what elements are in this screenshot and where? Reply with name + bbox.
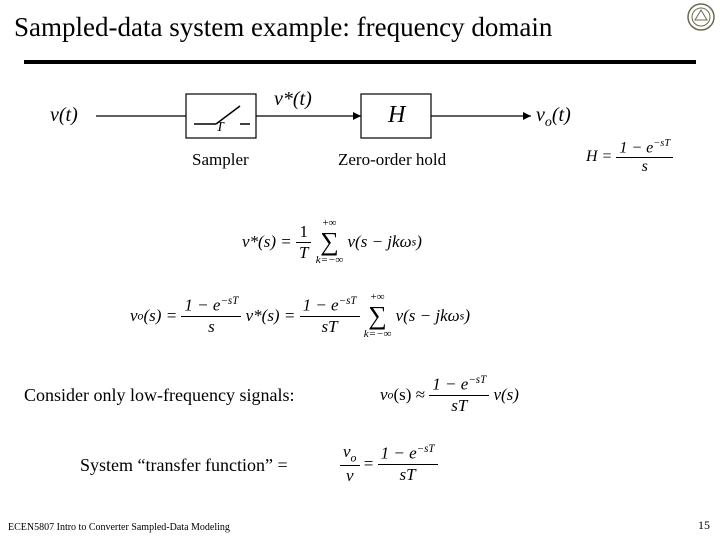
eq-tf-num-sup: −sT [417,443,435,455]
zoh-caption: Zero-order hold [338,150,446,170]
sum-icon: +∞ ∑ k=−∞ [364,292,392,340]
h-num-sup: −sT [653,138,670,149]
eq-vstar-num: 1 [296,222,311,242]
eq-lf-num: 1 − e [432,375,468,394]
eq-lf-frac: 1 − e−sT sT [429,374,489,416]
title-rule [24,60,696,64]
eq-vo-body-tail: ) [464,306,470,325]
eq-tf-rfrac: 1 − e−sT sT [378,443,438,485]
eq-vo-lhs-v: v [130,306,138,325]
eq-tf-lfden: v [340,465,360,486]
slide-title: Sampled-data system example: frequency d… [14,12,552,43]
eq-vstar-body: v(s − jkω [348,232,412,251]
eq-vstar-frac: 1 T [296,222,311,263]
block-diagram: v(t) v*(t) vo(t) T H Sampler Zero-order … [36,78,684,188]
eq-vo-lhs-tail: (s) = [144,306,178,325]
footer-text: ECEN5807 Intro to Converter Sampled-Data… [8,522,230,533]
eq-tf-lfrac: vo v [340,442,360,486]
eq-lf-den: sT [429,395,489,416]
eq-vo-f1num: 1 − e [184,296,220,315]
v-out-sub: o [545,115,552,130]
eq-tf-lfnum-sub: o [351,450,357,464]
v-out-v: v [536,104,545,126]
h-equation: H = 1 − e−sT s [586,138,673,176]
eq-vstar-den: T [296,242,311,263]
eq-vo-f2num-sup: −sT [339,295,357,307]
eq-vo-sumbot: k=−∞ [364,329,392,340]
eq-vo: vo(s) = 1 − e−sT s v*(s) = 1 − e−sT sT +… [130,292,470,340]
eq-tf-num: 1 − e [381,444,417,463]
signal-v-out: vo(t) [536,104,571,131]
page-number: 15 [698,518,710,533]
eq-lf-num-sup: −sT [468,374,486,386]
eq-vstar-body-tail: ) [416,232,422,251]
eq-vo-f2den: sT [300,316,360,337]
eq-lf-lhs-tail: (s) ≈ [394,385,426,404]
tf-text: System “transfer function” = [80,455,288,476]
signal-v-star: v*(t) [274,88,312,111]
eq-tf-eq: = [364,454,378,473]
eq-vo-body: v(s − jkω [396,306,460,325]
eq-vstar-sumbot: k=−∞ [316,255,344,266]
eq-vo-frac2: 1 − e−sT sT [300,295,360,337]
eq-lf-tail: v(s) [493,385,518,404]
eq-vo-f1den: s [181,316,241,337]
eq-vo-f2num: 1 − e [303,296,339,315]
h-den: s [616,157,673,176]
h-eq-frac: 1 − e−sT s [616,138,673,176]
lowfreq-text: Consider only low-frequency signals: [24,385,294,406]
sampler-period-t: T [216,120,224,136]
eq-tf: vo v = 1 − e−sT sT [340,442,438,486]
sum-icon: +∞ ∑ k=−∞ [316,218,344,266]
eq-vo-frac1: 1 − e−sT s [181,295,241,337]
eq-vo-mid1: v*(s) = [246,306,296,325]
sampler-caption: Sampler [192,150,249,170]
eq-lf-lhs-v: v [380,385,388,404]
box-h-label: H [388,102,405,129]
eq-vo-f1num-sup: −sT [220,295,238,307]
v-out-tail: (t) [552,104,571,126]
eq-vstar: v*(s) = 1 T +∞ ∑ k=−∞ v(s − jkωs) [242,218,422,266]
eq-tf-den: sT [378,464,438,485]
eq-vstar-lhs: v*(s) = [242,232,292,251]
eq-tf-lfnum-v: v [343,442,351,461]
h-eq-prefix: H = [586,148,612,165]
h-num: 1 − e [619,139,653,156]
eq-lowfreq: vo(s) ≈ 1 − e−sT sT v(s) [380,374,519,416]
signal-v-in: v(t) [50,104,78,127]
university-seal-icon [686,2,716,32]
